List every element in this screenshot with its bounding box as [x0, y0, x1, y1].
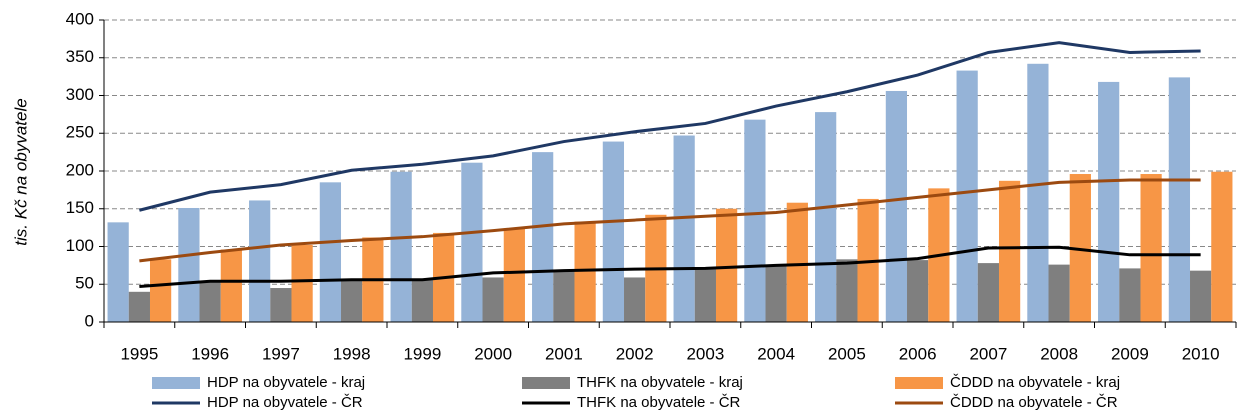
bar	[390, 171, 412, 322]
y-tick-label: 100	[66, 236, 94, 255]
legend-label: HDP na obyvatele - kraj	[207, 374, 365, 391]
bar	[291, 244, 313, 322]
bar	[815, 112, 837, 322]
y-tick-label: 50	[75, 274, 94, 293]
bar	[220, 249, 242, 322]
bar	[836, 259, 858, 322]
x-tick-label: 2007	[969, 344, 1007, 363]
x-tick-label: 1995	[120, 344, 158, 363]
bar	[461, 162, 483, 322]
y-tick-label: 300	[66, 85, 94, 104]
x-tick-label: 2008	[1040, 344, 1078, 363]
bar	[532, 152, 554, 322]
bar	[956, 70, 978, 323]
x-tick-label: 2010	[1182, 344, 1220, 363]
x-tick-label: 2002	[616, 344, 654, 363]
x-tick-label: 2006	[899, 344, 937, 363]
bar	[482, 277, 504, 322]
bar	[319, 182, 342, 322]
bar	[885, 90, 908, 322]
bar	[786, 202, 808, 322]
bar	[977, 263, 999, 322]
y-tick-label: 200	[66, 160, 94, 179]
bar	[341, 278, 363, 322]
bar	[694, 267, 716, 322]
x-tick-label: 2005	[828, 344, 866, 363]
bar	[178, 207, 200, 322]
x-tick-label: 1998	[333, 344, 371, 363]
y-tick-label: 0	[85, 311, 94, 330]
x-tick-label: 2004	[757, 344, 795, 363]
legend-label: ČDDD na obyvatele - ČR	[950, 394, 1118, 411]
bar	[270, 288, 292, 322]
legend-label: ČDDD na obyvatele - kraj	[950, 374, 1120, 391]
legend-label: THFK na obyvatele - ČR	[577, 394, 741, 411]
legend-swatch	[152, 377, 200, 389]
bar	[1069, 174, 1091, 322]
bar	[765, 265, 787, 322]
y-tick-label: 150	[66, 198, 94, 217]
bar	[998, 180, 1021, 322]
bar	[107, 222, 129, 322]
bar	[673, 135, 695, 322]
bar	[1027, 63, 1049, 322]
x-tick-label: 2001	[545, 344, 583, 363]
bar	[602, 141, 625, 322]
bar	[715, 208, 738, 322]
x-tick-label: 1997	[262, 344, 300, 363]
legend-swatch	[522, 377, 570, 389]
bar	[128, 291, 150, 322]
bar	[199, 281, 221, 322]
x-tick-label: 1996	[191, 344, 229, 363]
bar	[574, 221, 596, 322]
bar	[1190, 270, 1212, 322]
bar	[411, 278, 433, 322]
bar	[503, 228, 525, 322]
x-tick-label: 1999	[403, 344, 441, 363]
legend-swatch	[895, 377, 943, 389]
x-tick-label: 2000	[474, 344, 512, 363]
bar	[1048, 264, 1070, 322]
line	[139, 178, 1201, 263]
bar	[624, 277, 646, 322]
legend-label: THFK na obyvatele - kraj	[577, 374, 743, 391]
bar	[1211, 171, 1233, 322]
bar	[1119, 268, 1141, 322]
bar	[1168, 77, 1191, 322]
x-tick-label: 2003	[686, 344, 724, 363]
bar	[149, 259, 172, 322]
line	[139, 41, 1201, 212]
y-axis-label: tis. Kč na obyvatele	[11, 98, 30, 245]
bar	[1098, 81, 1120, 322]
y-tick-label: 350	[66, 47, 94, 66]
bar	[907, 260, 929, 322]
y-tick-label: 250	[66, 123, 94, 142]
bar	[553, 270, 575, 322]
bar	[1140, 174, 1162, 322]
legend-label: HDP na obyvatele - ČR	[207, 394, 363, 411]
x-tick-label: 2009	[1111, 344, 1149, 363]
bar	[744, 119, 766, 322]
y-tick-label: 400	[66, 9, 94, 28]
bar	[249, 200, 271, 322]
line	[139, 245, 1201, 289]
